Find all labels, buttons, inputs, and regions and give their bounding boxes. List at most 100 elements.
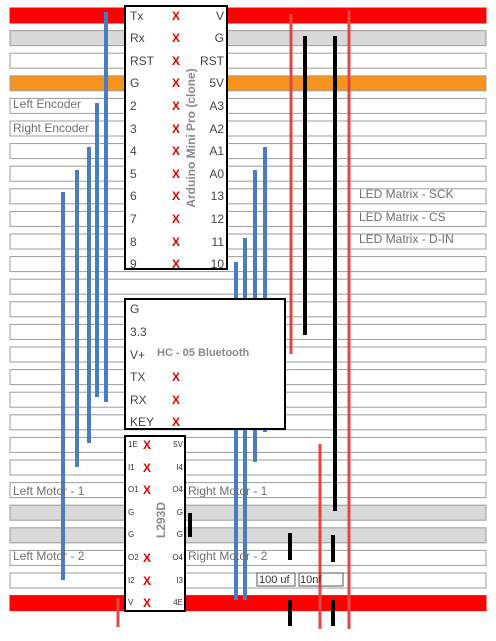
bluetooth-pin: KEY — [130, 415, 155, 430]
driver-pin-left: I1 — [128, 462, 135, 472]
arduino-pin-left: 7 — [130, 211, 137, 226]
label-led-cs: LED Matrix - CS — [359, 210, 446, 224]
no-connect-mark: X — [143, 550, 152, 565]
arduino-pin-right: 5V — [209, 76, 224, 91]
label-left-encoder: Left Encoder — [13, 97, 82, 111]
capacitor-100uf-body — [256, 572, 296, 587]
arduino-pin-left: 6 — [130, 189, 137, 204]
breadboard-row — [9, 52, 487, 69]
driver-pin-left: O2 — [128, 552, 139, 562]
arduino-pin-right: 11 — [211, 234, 224, 249]
driver-pin-left: I2 — [128, 575, 135, 585]
no-connect-mark: X — [172, 370, 181, 385]
arduino-pin-left: G — [130, 76, 140, 91]
no-connect-mark: X — [143, 573, 152, 588]
no-connect-mark: X — [172, 257, 181, 272]
driver-pin-left: V — [128, 598, 134, 608]
arduino-pin-right: A1 — [209, 144, 224, 159]
label-led-sck: LED Matrix - SCK — [359, 187, 454, 201]
no-connect-mark: X — [172, 31, 181, 46]
arduino-pin-left: Tx — [130, 8, 144, 23]
arduino-title: Arduino Mini Pro (clone) — [184, 68, 198, 208]
arduino-pin-left: 9 — [130, 257, 137, 272]
arduino-pin-left: Rx — [130, 31, 145, 46]
driver-pin-left: 1E — [128, 439, 138, 449]
no-connect-mark: X — [172, 392, 181, 407]
label-left-motor-2: Left Motor - 2 — [13, 549, 85, 563]
arduino-pin-right: 13 — [210, 189, 224, 204]
no-connect-mark: X — [172, 8, 181, 23]
driver-pin-left: O1 — [128, 485, 139, 495]
capacitor-10nf-body — [298, 572, 344, 587]
breadboard-row — [9, 595, 487, 612]
no-connect-mark: X — [143, 596, 152, 611]
breadboard-row — [9, 75, 487, 92]
arduino-pin-right: 12 — [210, 211, 224, 226]
driver-pin-left: G — [128, 530, 135, 540]
no-connect-mark: X — [172, 144, 181, 159]
driver-pin-right: 5V — [173, 439, 183, 449]
no-connect-mark: X — [172, 166, 181, 181]
no-connect-mark: X — [143, 483, 152, 498]
no-connect-mark: X — [172, 234, 181, 249]
bluetooth-pin: G — [130, 302, 140, 317]
arduino-pin-right: A0 — [209, 166, 224, 181]
driver-pin-right: G — [176, 507, 183, 517]
arduino-pin-left: RST — [130, 53, 154, 68]
no-connect-mark: X — [172, 415, 181, 430]
label-led-din: LED Matrix - D-IN — [359, 232, 454, 246]
label-right-motor-1: Right Motor - 1 — [188, 484, 268, 498]
breadboard-row — [9, 459, 487, 476]
breadboard-row — [9, 278, 487, 295]
no-connect-mark: X — [172, 98, 181, 113]
driver-title: L293D — [154, 501, 168, 539]
bluetooth-pin: TX — [130, 370, 146, 385]
arduino-pin-right: V — [215, 8, 224, 23]
arduino-pin-left: 2 — [130, 98, 137, 113]
no-connect-mark: X — [143, 460, 152, 475]
arduino-pin-right: G — [214, 31, 224, 46]
no-connect-mark: X — [172, 121, 181, 136]
breadboard-row — [9, 527, 487, 544]
no-connect-mark: X — [172, 76, 181, 91]
label-right-motor-2: Right Motor - 2 — [188, 549, 268, 563]
no-connect-mark: X — [143, 437, 152, 452]
arduino-pin-left: 3 — [130, 121, 137, 136]
breadboard-row — [9, 7, 487, 24]
arduino-pin-right: A2 — [209, 121, 224, 136]
arduino-pin-left: 4 — [130, 144, 137, 159]
no-connect-mark: X — [172, 211, 181, 226]
driver-pin-right: G — [176, 530, 183, 540]
component-outlines — [124, 5, 286, 612]
driver-pin-left: G — [128, 507, 135, 517]
arduino-pin-left: 8 — [130, 234, 137, 249]
arduino-pin-right: A3 — [209, 98, 224, 113]
label-right-encoder: Right Encoder — [13, 121, 90, 135]
capacitor-100uf-label: 100 uf — [259, 574, 290, 586]
arduino-pin-left: 5 — [130, 166, 137, 181]
breadboard-row — [9, 97, 487, 114]
bluetooth-outline — [124, 298, 286, 430]
driver-pin-right: O4 — [172, 485, 183, 495]
arduino-pin-right: 10 — [210, 257, 224, 272]
driver-pin-right: O4 — [172, 552, 183, 562]
bluetooth-pin: 3.3 — [130, 324, 147, 339]
no-connect-mark: X — [172, 189, 181, 204]
breadboard-row — [9, 504, 487, 521]
driver-pin-right: I4 — [176, 462, 183, 472]
breadboard-row — [9, 30, 487, 47]
capacitor-10nf-label: 10nf — [300, 574, 322, 586]
bluetooth-pin: RX — [130, 392, 147, 407]
breadboard-row — [9, 572, 487, 589]
arduino-pin-right: RST — [200, 53, 224, 68]
no-connect-mark: X — [172, 53, 181, 68]
breadboard-row — [9, 143, 487, 160]
bluetooth-pin: V+ — [130, 347, 146, 362]
bluetooth-title: HC - 05 Bluetooth — [157, 347, 250, 359]
breadboard-row — [9, 436, 487, 453]
driver-pin-right: I3 — [176, 575, 183, 585]
arduino-outline — [124, 5, 228, 270]
driver-pin-right: 4E — [173, 598, 183, 608]
driver-outline — [124, 435, 186, 612]
